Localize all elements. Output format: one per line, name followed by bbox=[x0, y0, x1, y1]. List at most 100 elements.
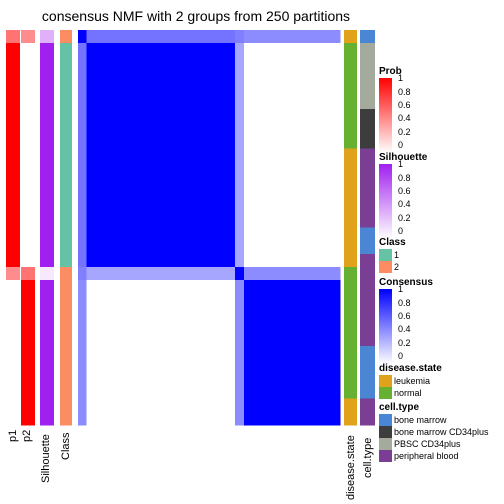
consensus-cell bbox=[139, 411, 149, 426]
consensus-cell bbox=[305, 69, 315, 84]
cell-type-column-label: cell.type bbox=[362, 437, 374, 478]
consensus-cell bbox=[243, 43, 254, 57]
consensus-cell bbox=[147, 398, 158, 413]
consensus-cell bbox=[182, 267, 193, 281]
consensus-cell bbox=[147, 253, 158, 268]
consensus-cell bbox=[104, 372, 114, 386]
consensus-cell bbox=[313, 174, 324, 189]
consensus-cell bbox=[209, 267, 219, 281]
consensus-cell bbox=[270, 30, 280, 44]
disease-state-cell bbox=[344, 293, 357, 307]
prob-tick: 0 bbox=[393, 141, 403, 150]
consensus-cell bbox=[235, 346, 245, 360]
consensus-cell bbox=[270, 109, 280, 123]
consensus-cell bbox=[174, 122, 184, 136]
cell-type-cell bbox=[360, 372, 375, 386]
silhouette-gradient bbox=[379, 164, 392, 239]
consensus-cell bbox=[86, 411, 96, 426]
consensus-cell bbox=[331, 227, 341, 242]
consensus-cell bbox=[322, 306, 332, 321]
consensus-cell bbox=[165, 398, 175, 413]
consensus-cell bbox=[278, 306, 289, 321]
consensus-cell bbox=[191, 30, 201, 44]
consensus-cell bbox=[156, 398, 166, 413]
consensus-cell bbox=[296, 332, 306, 347]
consensus-cell bbox=[270, 240, 280, 255]
consensus-cell bbox=[156, 293, 166, 307]
consensus-cell bbox=[156, 30, 166, 44]
consensus-cell bbox=[252, 82, 262, 97]
consensus-cell bbox=[287, 267, 297, 281]
consensus-cell bbox=[156, 122, 166, 136]
consensus-cell bbox=[296, 385, 306, 400]
consensus-cell bbox=[243, 135, 254, 149]
consensus-cell bbox=[78, 201, 88, 215]
consensus-cell bbox=[278, 188, 289, 202]
consensus-cell bbox=[156, 332, 166, 347]
consensus-cell bbox=[296, 227, 306, 242]
consensus-cell bbox=[226, 148, 236, 163]
consensus-cell bbox=[261, 332, 271, 347]
consensus-cell bbox=[147, 201, 158, 215]
consensus-cell bbox=[296, 306, 306, 321]
disease-state-cell bbox=[344, 319, 357, 334]
consensus-cell bbox=[104, 306, 114, 321]
consensus-cell bbox=[322, 346, 332, 360]
silhouette-tick: 1 bbox=[393, 160, 403, 169]
consensus-cell bbox=[313, 30, 324, 44]
consensus-cell bbox=[287, 253, 297, 268]
consensus-cell bbox=[165, 69, 175, 84]
consensus-cell bbox=[130, 267, 140, 281]
disease-state-cell bbox=[344, 174, 357, 189]
consensus-cell bbox=[78, 306, 88, 321]
consensus-cell bbox=[147, 174, 158, 189]
disease-state-cell bbox=[344, 306, 357, 321]
consensus-cell bbox=[165, 214, 175, 228]
consensus-cell bbox=[252, 135, 262, 149]
consensus-tick: 0.2 bbox=[393, 339, 411, 348]
pbsc-cd34plus-swatch bbox=[379, 438, 392, 450]
consensus-cell bbox=[112, 398, 123, 413]
consensus-cell bbox=[296, 253, 306, 268]
consensus-cell bbox=[174, 332, 184, 347]
consensus-cell bbox=[95, 109, 105, 123]
consensus-cell bbox=[209, 359, 219, 373]
consensus-cell bbox=[139, 69, 149, 84]
consensus-cell bbox=[252, 253, 262, 268]
consensus-cell bbox=[191, 43, 201, 57]
consensus-cell bbox=[156, 306, 166, 321]
consensus-cell bbox=[182, 306, 193, 321]
consensus-cell bbox=[217, 56, 227, 70]
silhouette-cell bbox=[40, 280, 54, 294]
p2-cell bbox=[21, 109, 35, 123]
consensus-cell bbox=[121, 109, 131, 123]
consensus-cell bbox=[278, 385, 289, 400]
consensus-cell bbox=[95, 69, 105, 84]
consensus-cell bbox=[322, 188, 332, 202]
consensus-cell bbox=[287, 69, 297, 84]
consensus-cell bbox=[147, 135, 158, 149]
cell-type-cell bbox=[360, 122, 375, 136]
p1-cell bbox=[6, 227, 20, 242]
disease-state-legend-label: leukemia bbox=[394, 376, 431, 386]
consensus-cell bbox=[278, 332, 289, 347]
consensus-cell bbox=[139, 122, 149, 136]
consensus-cell bbox=[252, 306, 262, 321]
consensus-cell bbox=[322, 135, 332, 149]
consensus-cell bbox=[95, 201, 105, 215]
consensus-cell bbox=[112, 306, 123, 321]
consensus-cell bbox=[86, 56, 96, 70]
consensus-cell bbox=[121, 56, 131, 70]
consensus-cell bbox=[147, 280, 158, 294]
consensus-cell bbox=[200, 319, 210, 334]
consensus-cell bbox=[287, 332, 297, 347]
class-cell bbox=[60, 359, 72, 373]
consensus-cell bbox=[278, 267, 289, 281]
consensus-cell bbox=[156, 82, 166, 97]
consensus-cell bbox=[86, 398, 96, 413]
consensus-cell bbox=[156, 280, 166, 294]
silhouette-tick: 0.2 bbox=[393, 214, 411, 223]
consensus-cell bbox=[200, 359, 210, 373]
p1-cell bbox=[6, 346, 20, 360]
consensus-cell bbox=[174, 135, 184, 149]
